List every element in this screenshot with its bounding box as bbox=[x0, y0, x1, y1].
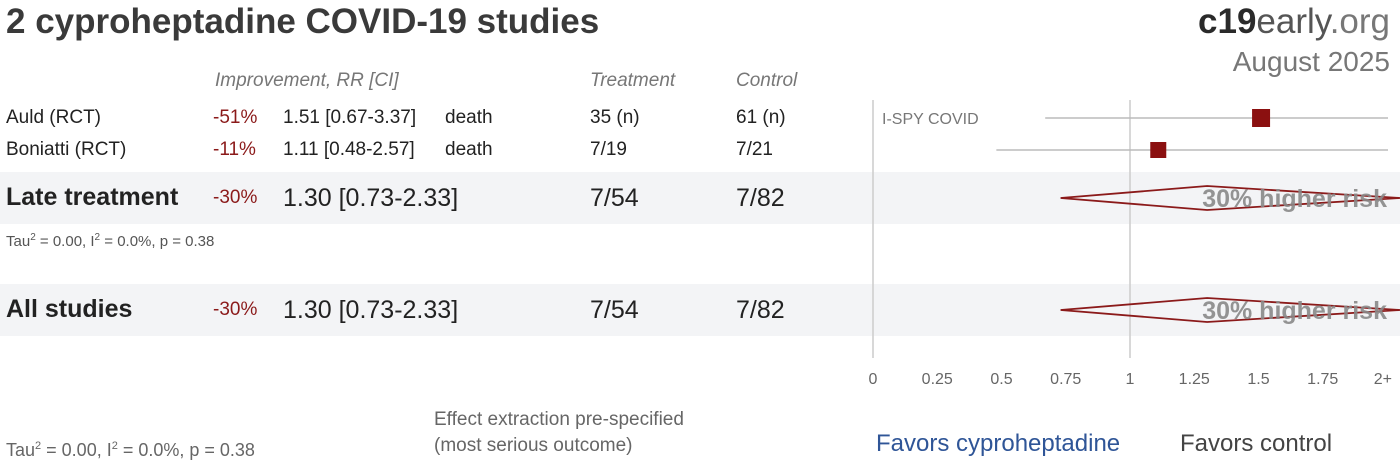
study-improvement: -51% bbox=[213, 107, 258, 128]
x-tick-label: 0 bbox=[869, 371, 878, 388]
study-outcome: death bbox=[445, 139, 493, 160]
page-title: 2 cyproheptadine COVID-19 studies bbox=[6, 2, 600, 41]
late-treatment-band bbox=[0, 172, 1400, 224]
group-improvement: -30% bbox=[213, 299, 258, 320]
pooled-diamond bbox=[1060, 185, 1400, 211]
footer-heterogeneity: Tau2 = 0.00, I2 = 0.0%, p = 0.38 bbox=[6, 440, 255, 460]
group-heterogeneity: Tau2 = 0.00, I2 = 0.0%, p = 0.38 bbox=[6, 232, 215, 250]
effect-marker bbox=[1150, 142, 1167, 158]
study-rr: 1.51 [0.67-3.37] bbox=[283, 107, 417, 128]
header-improvement: Improvement, RR [CI] bbox=[215, 70, 399, 91]
favors-right-label: Favors control bbox=[1180, 430, 1333, 457]
brand-logo[interactable]: c19early.org bbox=[1198, 2, 1390, 41]
study-treatment: 7/19 bbox=[590, 139, 627, 160]
date-label: August 2025 bbox=[1232, 46, 1390, 77]
group-control: 7/82 bbox=[736, 296, 785, 324]
group-treatment: 7/54 bbox=[590, 296, 639, 324]
group-control: 7/82 bbox=[736, 184, 785, 212]
study-name[interactable]: Boniatti (RCT) bbox=[6, 139, 127, 160]
group-rr: 1.30 [0.73-2.33] bbox=[283, 184, 459, 212]
footer-note-1: Effect extraction pre-specified bbox=[434, 409, 684, 430]
group-improvement: -30% bbox=[213, 187, 258, 208]
study-name[interactable]: Auld (RCT) bbox=[6, 107, 102, 128]
header-control: Control bbox=[736, 70, 798, 91]
favors-left-label: Favors cyproheptadine bbox=[876, 430, 1121, 457]
footer-note-2: (most serious outcome) bbox=[434, 435, 633, 456]
study-outcome: death bbox=[445, 107, 493, 128]
group-rr: 1.30 [0.73-2.33] bbox=[283, 296, 459, 324]
x-tick-label: 2+ bbox=[1374, 371, 1392, 388]
group-name: All studies bbox=[6, 295, 133, 323]
group-name: Late treatment bbox=[6, 183, 179, 211]
study-plot-label: I-SPY COVID bbox=[882, 111, 979, 128]
group-treatment: 7/54 bbox=[590, 184, 639, 212]
risk-label: 30% higher risk bbox=[1202, 185, 1387, 213]
study-improvement: -11% bbox=[213, 139, 256, 160]
pooled-diamond bbox=[1060, 297, 1400, 323]
study-treatment: 35 (n) bbox=[590, 107, 640, 128]
study-rr: 1.11 [0.48-2.57] bbox=[283, 139, 415, 160]
x-tick-label: 0.25 bbox=[922, 371, 953, 388]
x-tick-label: 1.75 bbox=[1307, 371, 1338, 388]
x-tick-label: 0.5 bbox=[990, 371, 1012, 388]
study-control: 61 (n) bbox=[736, 107, 786, 128]
x-tick-label: 1.5 bbox=[1247, 371, 1269, 388]
risk-label: 30% higher risk bbox=[1202, 297, 1387, 325]
x-tick-label: 1.25 bbox=[1179, 371, 1210, 388]
study-control: 7/21 bbox=[736, 139, 773, 160]
x-tick-label: 0.75 bbox=[1050, 371, 1081, 388]
header-treatment: Treatment bbox=[590, 70, 676, 91]
all-studies-band bbox=[0, 284, 1400, 336]
effect-marker bbox=[1252, 109, 1271, 127]
x-tick-label: 1 bbox=[1126, 371, 1135, 388]
